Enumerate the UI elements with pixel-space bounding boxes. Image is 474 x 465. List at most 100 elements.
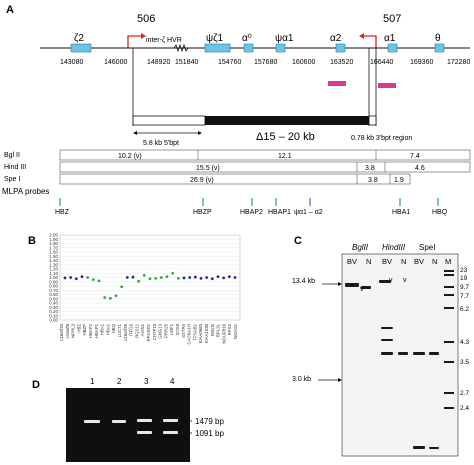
mlpa-label-psi-alpha: ψα1 – α2 <box>294 209 323 216</box>
bpt5-label: 5.8 kb 5'bpt <box>143 140 179 147</box>
marker-size-labels: 23 19 9.7 7.7 6.2 4.3 3.5 2.7 2.4 <box>460 267 469 412</box>
panel-b-label: B <box>28 235 36 247</box>
marker-4-3: 4.3 <box>460 339 469 346</box>
y-tick-label: 0.40 <box>49 301 58 306</box>
primer-507-label: 507 <box>383 13 401 25</box>
enzyme-spei: Spe I <box>4 176 20 183</box>
y-tick-label: 1.80 <box>49 241 58 246</box>
mlpa-label-hbz: HBZ <box>55 209 70 216</box>
gene-label-alpha2: α2 <box>330 33 342 44</box>
gene-box-psi-zeta1 <box>204 43 231 53</box>
gene-box-alpha1 <box>387 43 398 53</box>
bglii-row <box>59 149 471 161</box>
x-tick-label: c16orf35 <box>123 323 128 340</box>
control-probe-point <box>74 277 78 281</box>
coord-160600: 160600 <box>292 59 315 66</box>
spei-frag-1: 26.9 (v) <box>190 177 214 184</box>
marker-band <box>444 307 454 309</box>
mlpa-label-hbap1: HBAP1 <box>268 209 291 216</box>
bglii-frag-1: 10.2 (v) <box>118 153 142 160</box>
deletion-bar <box>205 116 369 125</box>
x-tick-label: CACNA1H <box>187 324 192 345</box>
y-tick-label: 1.30 <box>49 262 58 267</box>
marker-band <box>444 294 454 296</box>
agarose-gel <box>66 388 190 462</box>
y-tick-label: 0.50 <box>49 296 58 301</box>
control-probe-point <box>182 276 186 280</box>
blot-bands <box>345 270 454 449</box>
y-tick-label: 1.20 <box>49 267 58 272</box>
mlpa-label-hba1: HBA1 <box>392 209 410 216</box>
coord-157680: 157680 <box>254 59 277 66</box>
gel-band <box>112 420 126 423</box>
mlpa-label-hbzp: HBZP <box>193 209 212 216</box>
gene-label-psi-zeta1: ψζ1 <box>206 33 224 44</box>
marker-band <box>444 341 454 343</box>
bpt5-region <box>132 115 206 126</box>
coord-166440: 166440 <box>370 59 393 66</box>
x-tick-label: c16orf33 <box>59 323 64 340</box>
coord-146000: 146000 <box>104 59 127 66</box>
x-tick-label: TPSAB1 <box>192 323 197 340</box>
primer-507-arrowhead <box>359 33 364 39</box>
gel-band <box>163 431 178 434</box>
gene-label-alpha1: α1 <box>384 33 396 44</box>
y-tick-label: 0.90 <box>49 279 58 284</box>
band <box>413 352 425 355</box>
gel-lane-4: 4 <box>170 377 175 386</box>
target-probe-point <box>137 279 141 283</box>
marker-band <box>444 270 454 272</box>
band-label-1091: 1091 bp <box>195 429 224 438</box>
gene-box-theta <box>434 43 445 53</box>
panel-c-label: C <box>294 235 302 247</box>
v-mark: v <box>360 286 364 293</box>
panel-a-label: A <box>6 4 14 16</box>
band <box>361 286 371 289</box>
y-tick-label: 0.20 <box>49 309 58 314</box>
marker-6-2: 6.2 <box>460 306 469 313</box>
primer-506-label: 506 <box>137 13 155 25</box>
target-probe-point <box>108 296 112 300</box>
x-tick-label: KIAA1930 <box>204 323 209 343</box>
mlpa-label-hbq: HBQ <box>432 209 448 216</box>
control-probe-point <box>193 275 197 279</box>
x-tick-label: c16orf8 <box>65 323 70 338</box>
band <box>413 446 425 449</box>
marker-2-7: 2.7 <box>460 390 469 397</box>
x-tick-label: HBZP <box>82 324 87 336</box>
marker-band <box>444 392 454 394</box>
band <box>398 352 408 355</box>
bpt3-region <box>368 115 377 126</box>
gene-box-zeta2 <box>70 43 92 53</box>
y-tick-label: 0.70 <box>49 288 58 293</box>
mlpa-title: MLPA probes <box>2 187 49 196</box>
coord-169360: 169360 <box>410 59 433 66</box>
x-tick-label: HBAP2 <box>88 323 93 338</box>
y-tick-label: 0.00 <box>49 318 58 323</box>
target-probe-point <box>171 271 175 275</box>
gel-lane-1: 1 <box>90 377 95 386</box>
target-probe-point <box>154 276 158 280</box>
gel-lane-3: 3 <box>144 377 149 386</box>
marker-band <box>444 407 454 409</box>
control-probe-point <box>227 275 231 279</box>
x-tick-label: RPS2 <box>227 323 232 335</box>
lane-bv-1: BV <box>347 257 357 266</box>
target-probe-point <box>159 276 163 279</box>
control-probe-point <box>233 276 237 279</box>
x-tick-label: SOX8 <box>175 323 180 335</box>
coord-151840: 151840 <box>175 59 198 66</box>
target-probe-point <box>114 294 118 298</box>
control-probe-point <box>210 277 214 281</box>
y-tick-label: 0.80 <box>49 284 58 289</box>
target-probe-point <box>165 275 169 279</box>
x-tick-label: RPUSD1 <box>146 323 151 341</box>
lane-bv-2: BV <box>382 257 392 266</box>
x-tick-label: HBZ <box>76 324 81 333</box>
gel-band <box>137 419 152 422</box>
marker-23: 23 <box>460 267 468 274</box>
control-probe-point <box>188 276 192 279</box>
v-mark: v <box>389 277 393 284</box>
coordinate-labels: 143080 146000 148920 151840 154760 15768… <box>60 59 470 66</box>
gene-label-theta: θ <box>435 33 441 44</box>
